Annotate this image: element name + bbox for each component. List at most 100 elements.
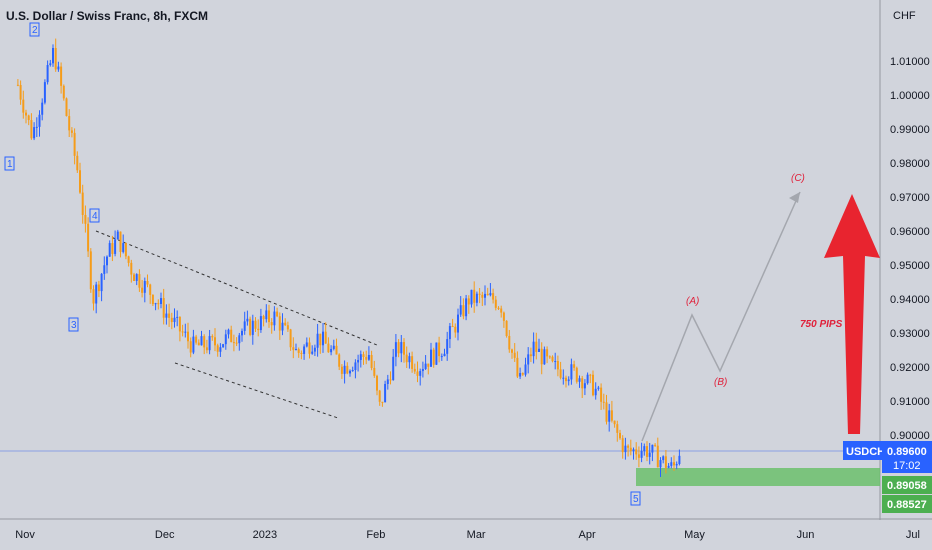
wedge-upper-line[interactable] (95, 230, 378, 346)
candle-body (376, 375, 378, 391)
candle-body (22, 99, 25, 113)
candle-body (332, 345, 335, 349)
price-tick-label: 0.92000 (890, 362, 930, 374)
candle-body (281, 322, 284, 331)
candle-body (511, 349, 513, 353)
candle-body (81, 192, 84, 215)
candle-body (184, 331, 187, 333)
candle-body (616, 424, 619, 433)
candle-body (289, 329, 292, 348)
candle-body (343, 365, 346, 374)
wave-label-1: 1 (4, 156, 15, 171)
candle-body (567, 379, 570, 382)
candle-body (46, 65, 49, 83)
candle-body (581, 378, 584, 389)
candle-body (446, 339, 449, 354)
candle-body (386, 379, 389, 384)
projection-path[interactable] (641, 191, 801, 442)
candle-body (143, 280, 146, 293)
candle-body (84, 214, 87, 224)
candle-body (297, 349, 300, 353)
candle-body (578, 378, 581, 382)
candle-body (33, 127, 36, 139)
candle-body (562, 377, 565, 379)
candle-body (270, 322, 273, 326)
candle-body (473, 289, 476, 303)
candle-body (38, 114, 41, 127)
candle-body (208, 336, 211, 351)
candle-body (192, 336, 195, 353)
candle-body (65, 98, 68, 117)
currency-label: CHF (893, 10, 916, 22)
candle-body (338, 354, 341, 367)
time-tick-label: Nov (15, 529, 35, 541)
svg-text:0.88527: 0.88527 (887, 499, 927, 511)
svg-text:0.89058: 0.89058 (887, 480, 927, 492)
price-tick-label: 0.95000 (890, 260, 930, 272)
candle-body (354, 362, 357, 371)
candle-body (359, 354, 362, 360)
time-tick-label: May (684, 529, 705, 541)
candle-body (227, 329, 230, 335)
support-zone[interactable] (636, 468, 880, 486)
candle-body (459, 305, 462, 315)
candle-body (667, 465, 670, 468)
candle-body (149, 284, 152, 295)
candle-body (57, 66, 60, 70)
candle-body (546, 349, 549, 357)
candle-body (311, 351, 314, 354)
candle-body (408, 356, 411, 363)
candle-body (586, 374, 589, 384)
price-tick-label: 0.94000 (890, 294, 930, 306)
candle-body (160, 298, 162, 304)
candle-body (265, 310, 268, 320)
candle-body (640, 451, 643, 458)
candle-body (319, 333, 322, 346)
price-tick-label: 1.01000 (890, 56, 930, 68)
candle-body (610, 410, 613, 421)
svg-text:3: 3 (71, 320, 77, 331)
candle-body (624, 445, 627, 453)
candle-body (232, 342, 235, 344)
candle-body (613, 420, 616, 425)
candle-body (27, 115, 30, 121)
wedge-lower-line[interactable] (174, 362, 339, 419)
candle-body (600, 387, 603, 402)
candle-body (538, 348, 540, 352)
candle-body (651, 444, 654, 453)
price-tick-label: 0.93000 (890, 328, 930, 340)
candle-body (224, 334, 227, 345)
candle-body (103, 265, 106, 274)
candle-body (513, 352, 516, 358)
candle-body (254, 320, 257, 329)
candle-body (346, 365, 349, 374)
candle-body (643, 446, 646, 452)
time-tick-label: Jul (906, 529, 920, 541)
candle-body (443, 353, 446, 357)
target-up-arrow[interactable] (824, 194, 880, 434)
candle-body (114, 239, 117, 254)
candle-body (508, 335, 511, 350)
price-tick-label: 1.00000 (890, 90, 930, 102)
candle-body (440, 356, 443, 358)
candle-body (573, 364, 576, 368)
price-tick-label: 0.98000 (890, 158, 930, 170)
candle-body (367, 355, 370, 360)
candle-body (60, 66, 63, 86)
svg-text:5: 5 (633, 494, 639, 505)
candle-body (462, 305, 465, 317)
candle-body (122, 243, 125, 252)
candle-body (116, 231, 119, 240)
candle-body (54, 48, 57, 70)
time-tick-label: Feb (366, 529, 385, 541)
candle-body (97, 284, 100, 292)
candle-body (243, 321, 246, 331)
candle-body (335, 345, 338, 355)
candle-body (370, 355, 373, 368)
candle-body (627, 445, 630, 448)
candle-body (548, 356, 551, 358)
candle-body (662, 456, 665, 461)
candle-body (365, 356, 368, 360)
candle-body (438, 342, 441, 357)
